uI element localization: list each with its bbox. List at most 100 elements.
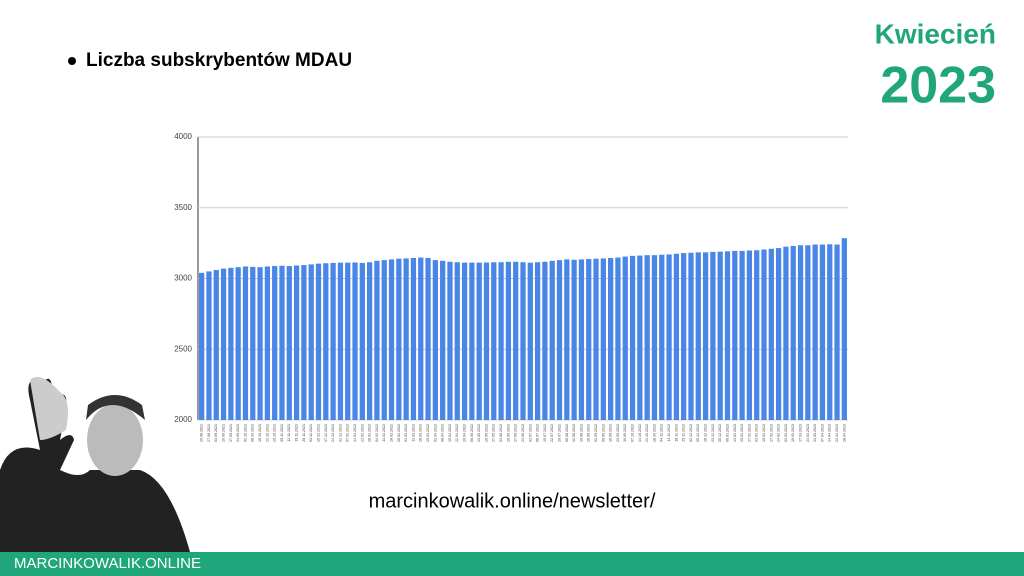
x-tick-label: 28.04.2023 — [842, 424, 846, 442]
bar — [199, 272, 205, 420]
bar — [673, 253, 679, 420]
footer-text: MARCINKOWALIK.ONLINE — [14, 555, 201, 572]
x-tick-label: 20.08.2021 — [200, 424, 204, 442]
bar — [702, 252, 709, 420]
x-tick-label: 18.11.2022 — [674, 424, 678, 442]
x-tick-label: 26.11.2021 — [302, 424, 306, 442]
bullet-text: Liczba subskrybentów MDAU — [86, 50, 352, 71]
x-tick-label: 31.12.2021 — [338, 424, 342, 442]
x-tick-label: 27.08.2021 — [207, 424, 211, 442]
x-tick-label: 01.10.2021 — [243, 424, 247, 442]
x-tick-label: 17.02.2023 — [769, 424, 773, 442]
bar — [629, 255, 636, 420]
bar — [768, 248, 774, 420]
x-tick-label: 11.11.2022 — [667, 424, 671, 441]
bar — [695, 252, 701, 420]
bar — [381, 260, 387, 420]
bar — [279, 265, 285, 420]
bar — [491, 262, 497, 420]
x-tick-label: 24.06.2022 — [521, 424, 525, 442]
x-tick-label: 15.07.2022 — [543, 424, 547, 442]
x-tick-label: 01.07.2022 — [528, 424, 532, 442]
x-tick-label: 07.10.2022 — [631, 424, 635, 442]
bar — [534, 262, 541, 420]
bar — [206, 271, 212, 420]
x-tick-label: 12.11.2021 — [287, 424, 291, 442]
bar — [659, 254, 665, 420]
x-tick-label: 10.09.2021 — [222, 424, 226, 442]
x-tick-label: 15.10.2021 — [258, 424, 262, 442]
bar — [622, 256, 628, 420]
x-tick-label: 12.08.2022 — [572, 424, 576, 442]
x-tick-label: 17.06.2022 — [514, 424, 518, 442]
x-tick-label: 23.09.2022 — [616, 424, 620, 442]
x-tick-label: 08.10.2021 — [251, 424, 255, 442]
bar — [308, 264, 314, 420]
bar — [257, 267, 263, 420]
x-tick-label: 18.02.2022 — [389, 424, 393, 442]
x-tick-label: 17.09.2021 — [229, 424, 233, 442]
bar — [359, 262, 365, 420]
bar — [805, 245, 811, 420]
x-tick-label: 19.11.2021 — [295, 424, 299, 442]
x-tick-label: 30.09.2022 — [623, 424, 627, 442]
x-tick-label: 22.07.2022 — [550, 424, 554, 442]
x-tick-label: 21.01.2022 — [360, 424, 364, 442]
x-tick-label: 04.02.2022 — [375, 424, 379, 442]
bar — [505, 261, 512, 420]
bar — [608, 257, 614, 420]
bar — [213, 270, 219, 420]
bar — [272, 266, 278, 420]
x-tick-label: 23.12.2022 — [711, 424, 715, 442]
x-tick-label: 28.10.2022 — [652, 424, 656, 442]
bar — [593, 258, 599, 420]
bar — [396, 258, 402, 420]
bar — [337, 262, 344, 420]
bar — [315, 263, 322, 420]
x-tick-label: 24.12.2021 — [331, 424, 335, 442]
x-tick-label: 03.09.2021 — [214, 424, 218, 442]
bar — [761, 249, 767, 420]
x-tick-label: 13.05.2022 — [477, 424, 481, 442]
bar — [724, 251, 731, 420]
x-tick-label: 25.02.2022 — [397, 424, 401, 442]
y-tick-label: 2000 — [174, 415, 192, 424]
x-tick-label: 10.06.2022 — [506, 424, 510, 442]
x-tick-label: 15.04.2022 — [448, 424, 452, 442]
bar — [418, 257, 424, 420]
bar — [454, 262, 460, 420]
bar — [578, 259, 585, 420]
x-tick-label: 03.12.2021 — [309, 424, 313, 442]
x-tick-label: 18.03.2022 — [419, 424, 423, 442]
x-tick-label: 01.04.2022 — [433, 424, 437, 442]
x-tick-label: 29.07.2022 — [557, 424, 561, 442]
x-tick-label: 22.04.2022 — [455, 424, 459, 442]
bar — [732, 250, 738, 420]
bar — [819, 244, 826, 420]
bar — [739, 250, 745, 420]
bar — [403, 258, 409, 420]
bar — [374, 260, 380, 420]
bar — [527, 262, 533, 420]
year: 2023 — [880, 57, 996, 115]
bar — [447, 261, 453, 420]
x-tick-label: 16.09.2022 — [609, 424, 613, 442]
bar — [710, 251, 716, 420]
bar — [812, 244, 818, 420]
x-tick-label: 28.01.2022 — [368, 424, 372, 442]
y-tick-label: 3500 — [174, 203, 192, 212]
x-tick-label: 10.03.2023 — [791, 424, 795, 442]
x-tick-label: 22.10.2021 — [265, 424, 269, 442]
x-tick-label: 06.05.2022 — [470, 424, 474, 442]
bar — [834, 244, 840, 420]
x-tick-label: 02.09.2022 — [594, 424, 598, 442]
x-tick-label: 11.02.2022 — [382, 424, 386, 442]
x-tick-label: 29.10.2021 — [273, 424, 277, 442]
bar — [571, 259, 577, 420]
month: Kwiecień — [875, 18, 996, 49]
x-tick-label: 24.09.2021 — [236, 424, 240, 442]
bar — [754, 250, 760, 420]
bar — [440, 260, 446, 420]
x-tick-label: 25.03.2022 — [426, 424, 430, 442]
